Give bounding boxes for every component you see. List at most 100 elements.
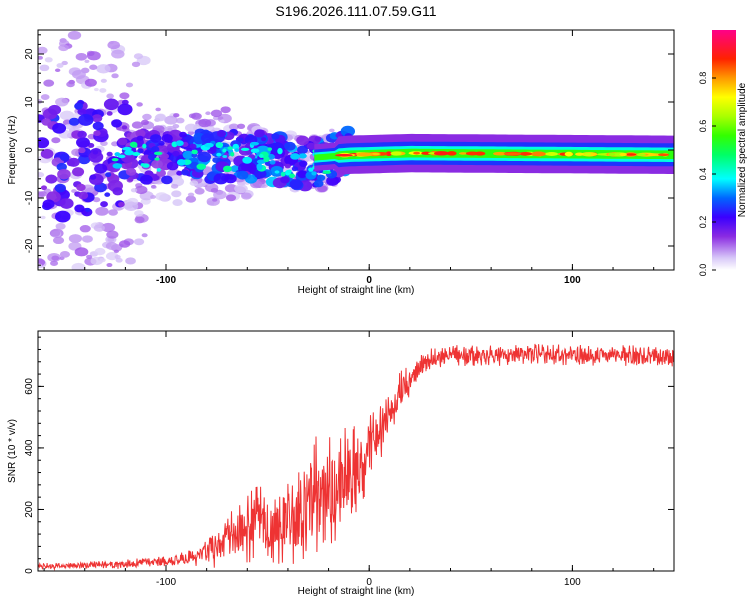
heat-blob xyxy=(284,141,296,151)
heat-noise-cell xyxy=(218,116,224,120)
colorbar-ticks: 0.0 0.2 0.4 0.6 0.8 xyxy=(698,72,716,276)
heat-spot xyxy=(175,140,184,147)
heat-noise-cell xyxy=(184,123,198,132)
colorbar-tick-label: 0.8 xyxy=(698,72,708,85)
heat-noise-cell xyxy=(164,115,178,125)
heat-blob xyxy=(76,137,90,148)
heat-blob xyxy=(42,199,55,209)
heat-blob xyxy=(224,173,237,184)
heat-noise-cell xyxy=(55,97,69,107)
heat-spot xyxy=(267,147,272,151)
heat-noise-cell xyxy=(206,197,220,206)
heat-signal-peak xyxy=(433,151,449,156)
snr-y-label: SNR (10 * v/v) xyxy=(7,419,18,483)
heat-noise-cell xyxy=(106,93,114,99)
heat-noise-cell xyxy=(84,78,97,87)
heat-noise-cell xyxy=(171,190,182,198)
heat-blob xyxy=(326,175,340,186)
heat-blob xyxy=(254,169,267,179)
heat-blob xyxy=(72,167,85,177)
heat-noise-cell xyxy=(52,236,65,245)
heat-blob xyxy=(66,159,75,167)
heat-spot xyxy=(112,163,123,169)
heat-noise-cell xyxy=(205,111,211,116)
heat-blob xyxy=(74,102,83,110)
heat-blob xyxy=(260,137,267,142)
heat-noise-cell xyxy=(150,195,156,199)
heat-blob xyxy=(45,174,58,184)
heat-spot xyxy=(142,143,147,149)
heat-noise-cell xyxy=(100,78,107,83)
heat-noise-cell xyxy=(84,59,90,63)
heat-noise-cell xyxy=(71,262,86,270)
heat-noise-cell xyxy=(134,216,145,224)
heat-blob xyxy=(68,117,80,126)
heat-spot xyxy=(288,173,296,179)
heat-spot xyxy=(215,142,224,149)
heat-blob xyxy=(100,201,108,208)
heat-spot xyxy=(114,152,121,157)
heat-blob xyxy=(280,176,290,184)
heat-noise-cell xyxy=(39,64,50,72)
heat-noise-cell xyxy=(189,180,199,187)
heat-noise-cell xyxy=(125,257,136,265)
heat-noise-cell xyxy=(142,113,152,121)
heat-blob xyxy=(117,137,128,146)
heat-noise-cell xyxy=(74,247,89,257)
heat-signal-peak xyxy=(619,152,627,157)
x-tick-label: 100 xyxy=(564,577,581,588)
heat-blob xyxy=(92,150,99,155)
heat-noise-cell xyxy=(72,69,86,80)
heat-signal-peak xyxy=(545,152,559,156)
heat-noise-cell xyxy=(170,183,179,189)
heat-spot xyxy=(140,163,145,167)
heat-spot xyxy=(277,147,283,155)
heat-blob xyxy=(87,143,95,148)
heat-blob xyxy=(104,192,111,197)
heat-noise-cell xyxy=(133,53,144,60)
heat-noise-cell xyxy=(191,112,202,120)
heat-spot xyxy=(240,147,250,151)
heat-spot xyxy=(153,151,163,156)
heat-spot xyxy=(216,152,222,157)
heat-blob xyxy=(135,129,146,138)
heat-spot xyxy=(191,149,198,155)
heat-signal-peak xyxy=(474,151,486,156)
heat-signal-peak xyxy=(493,151,507,156)
heat-blob xyxy=(111,119,123,128)
heat-blob xyxy=(57,169,71,180)
heat-spot xyxy=(250,141,259,146)
heat-spot xyxy=(298,153,307,159)
heat-blob xyxy=(77,130,87,139)
heat-blob xyxy=(127,177,134,182)
heat-noise-cell xyxy=(55,222,66,230)
heat-noise-cell xyxy=(40,215,46,220)
heat-blob xyxy=(106,151,113,157)
heat-noise-cell xyxy=(96,64,111,74)
snr-panel: -100 0 100 0 200 400 600 Height of straight l… xyxy=(7,330,675,597)
heat-noise-cell xyxy=(329,128,335,133)
colorbar-gradient xyxy=(712,30,736,270)
heat-noise-cell xyxy=(61,60,68,66)
y-tick-label: 0 xyxy=(24,147,35,153)
heat-blob xyxy=(172,150,180,157)
heat-noise-cell xyxy=(113,249,119,254)
heat-blob xyxy=(161,134,173,143)
heat-blob xyxy=(313,179,324,188)
heat-blob xyxy=(297,170,308,179)
heat-noise-cell xyxy=(44,57,53,63)
heat-noise-cell xyxy=(89,64,98,70)
heat-signal-peak xyxy=(564,151,573,157)
heat-noise-cell xyxy=(124,201,139,212)
heat-spot xyxy=(308,167,314,172)
heat-blob xyxy=(191,153,198,158)
heat-noise-cell xyxy=(241,192,252,200)
spectrogram-heatmap xyxy=(38,30,674,284)
heat-blob xyxy=(40,185,48,191)
heat-noise-cell xyxy=(172,199,183,206)
heat-noise-cell xyxy=(86,278,95,284)
heat-noise-cell xyxy=(115,257,123,263)
heat-noise-cell xyxy=(212,198,218,202)
spectrogram-y-ticks: -20 -10 0 10 20 xyxy=(24,34,674,266)
heat-noise-cell xyxy=(38,46,48,55)
